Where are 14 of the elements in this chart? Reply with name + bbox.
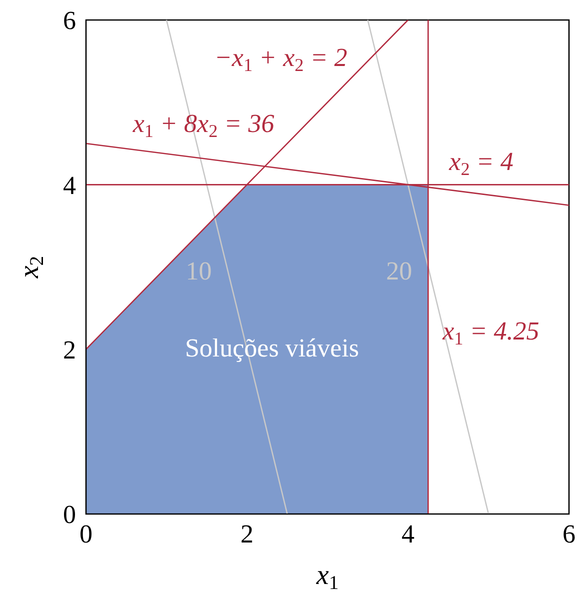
y-tick-label: 4 [63,170,76,200]
x-tick-label: 2 [240,519,254,548]
y-tick-label: 2 [63,336,76,365]
annotation: x$_{1}$ + 8x$_{2}$ = 36 [132,108,274,140]
annotation: x$_{2}$ = 4 [448,146,514,178]
annotation: −x$_{1}$ + x$_{2}$ = 2 [214,43,348,75]
y-tick-label: 6 [63,6,76,36]
y-tick-label: 0 [63,500,76,530]
annotation: 20 [386,256,412,286]
x-tick-label: 4 [402,519,414,548]
annotation: x$_{1}$ = 4.25 [442,316,540,348]
x-tick-label: 6 [562,519,576,548]
x-axis-title: x$_{1}$ [315,560,339,594]
annotation: 10 [186,256,212,286]
